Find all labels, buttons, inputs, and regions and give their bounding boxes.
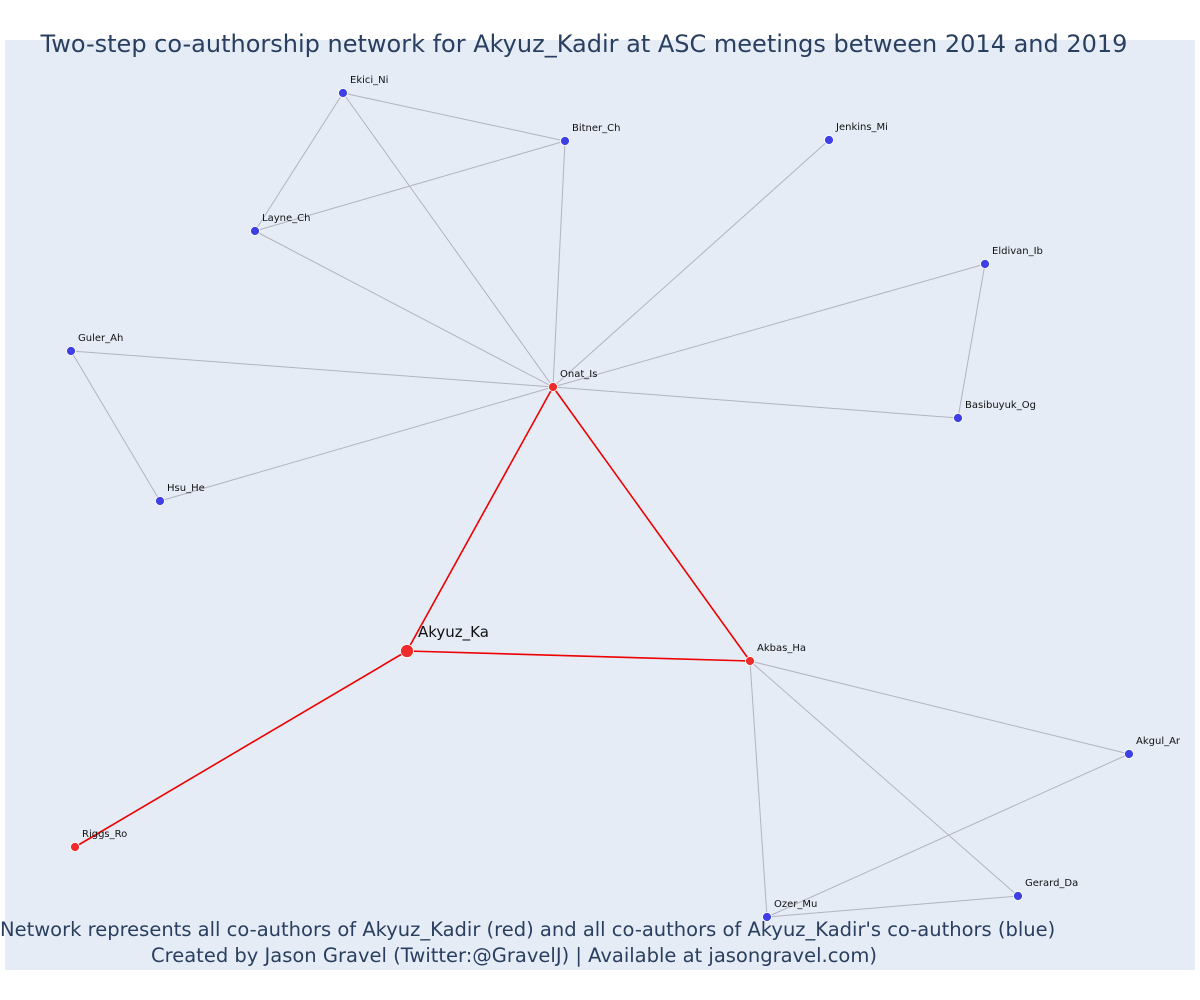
- node-marker[interactable]: [155, 496, 165, 506]
- node-marker[interactable]: [762, 912, 772, 922]
- node-marker[interactable]: [70, 842, 80, 852]
- node-marker[interactable]: [980, 259, 990, 269]
- edges-layer: [70, 92, 1130, 918]
- edge-Onat_Is-Layne_Ch: [254, 230, 554, 388]
- node-marker[interactable]: [338, 88, 348, 98]
- node-marker[interactable]: [1013, 891, 1023, 901]
- node-marker[interactable]: [745, 656, 755, 666]
- node-marker[interactable]: [560, 136, 570, 146]
- edge-Akbas_Ha-Akgul_Ar: [749, 660, 1130, 755]
- node-Basibuyuk_Og[interactable]: Basibuyuk_Og: [953, 400, 1036, 423]
- node-marker[interactable]: [953, 413, 963, 423]
- edge-Ekici_Ni-Layne_Ch: [254, 92, 344, 232]
- node-label: Hsu_He: [167, 483, 205, 494]
- edge-Akyuz_Ka-Onat_Is: [406, 386, 554, 652]
- node-label: Basibuyuk_Og: [965, 400, 1036, 411]
- edge-Akbas_Ha-Gerard_Da: [749, 660, 1019, 897]
- node-Layne_Ch[interactable]: Layne_Ch: [250, 213, 311, 236]
- node-label: Eldivan_Ib: [992, 246, 1043, 257]
- node-Ekici_Ni[interactable]: Ekici_Ni: [338, 75, 389, 98]
- node-label: Gerard_Da: [1025, 878, 1078, 889]
- node-marker[interactable]: [400, 644, 414, 658]
- node-Akbas_Ha[interactable]: Akbas_Ha: [745, 643, 806, 666]
- node-marker[interactable]: [1124, 749, 1134, 759]
- node-Gerard_Da[interactable]: Gerard_Da: [1013, 878, 1079, 901]
- edge-Akbas_Ha-Ozer_Mu: [749, 660, 768, 918]
- edge-Akyuz_Ka-Akbas_Ha: [406, 650, 751, 662]
- edge-Onat_Is-Hsu_He: [159, 386, 554, 502]
- node-Riggs_Ro[interactable]: Riggs_Ro: [70, 829, 128, 852]
- edge-Akgul_Ar-Ozer_Mu: [766, 753, 1130, 918]
- node-Eldivan_Ib[interactable]: Eldivan_Ib: [980, 246, 1043, 269]
- node-label: Bitner_Ch: [572, 123, 620, 134]
- node-marker[interactable]: [548, 382, 558, 392]
- node-Guler_Ah[interactable]: Guler_Ah: [66, 333, 124, 356]
- edge-Onat_Is-Basibuyuk_Og: [552, 386, 959, 419]
- caption-credit: Created by Jason Gravel (Twitter:@Gravel…: [151, 944, 877, 967]
- edge-Guler_Ah-Hsu_He: [70, 350, 161, 502]
- edge-Akyuz_Ka-Riggs_Ro: [74, 650, 408, 848]
- edge-Onat_Is-Bitner_Ch: [552, 140, 566, 388]
- edge-Eldivan_Ib-Basibuyuk_Og: [957, 263, 986, 419]
- node-Akgul_Ar[interactable]: Akgul_Ar: [1124, 736, 1181, 759]
- caption-description: Network represents all co-authors of Aky…: [0, 918, 1056, 941]
- node-Jenkins_Mi[interactable]: Jenkins_Mi: [824, 122, 888, 145]
- edge-Layne_Ch-Bitner_Ch: [254, 140, 566, 232]
- node-label: Akbas_Ha: [757, 643, 806, 654]
- node-label: Ozer_Mu: [774, 899, 817, 910]
- edge-Onat_Is-Eldivan_Ib: [552, 263, 986, 388]
- node-label: Layne_Ch: [262, 213, 310, 224]
- edge-Onat_Is-Ekici_Ni: [342, 92, 554, 388]
- edge-Onat_Is-Guler_Ah: [70, 350, 554, 388]
- node-label: Akyuz_Ka: [418, 623, 489, 642]
- edge-Gerard_Da-Ozer_Mu: [766, 895, 1019, 918]
- node-label: Riggs_Ro: [82, 829, 127, 840]
- edge-Onat_Is-Jenkins_Mi: [552, 139, 830, 388]
- edge-Ekici_Ni-Bitner_Ch: [342, 92, 566, 142]
- node-label: Ekici_Ni: [350, 75, 388, 86]
- node-Ozer_Mu[interactable]: Ozer_Mu: [762, 899, 818, 922]
- node-marker[interactable]: [66, 346, 76, 356]
- node-marker[interactable]: [250, 226, 260, 236]
- node-Akyuz_Ka[interactable]: Akyuz_Ka: [400, 623, 489, 658]
- node-label: Guler_Ah: [78, 333, 123, 344]
- node-Bitner_Ch[interactable]: Bitner_Ch: [560, 123, 621, 146]
- node-marker[interactable]: [824, 135, 834, 145]
- nodes-layer: Akyuz_Ka Onat_Is Akbas_Ha Riggs_Ro Ekici_Ni B…: [66, 75, 1181, 922]
- edge-Onat_Is-Akbas_Ha: [552, 386, 751, 662]
- node-label: Onat_Is: [560, 369, 597, 380]
- node-label: Akgul_Ar: [1136, 736, 1181, 747]
- plot-background: [5, 40, 1195, 970]
- chart-title: Two-step co-authorship network for Akyuz…: [40, 30, 1128, 58]
- node-Onat_Is[interactable]: Onat_Is: [548, 369, 598, 392]
- node-Hsu_He[interactable]: Hsu_He: [155, 483, 205, 506]
- node-label: Jenkins_Mi: [835, 122, 888, 133]
